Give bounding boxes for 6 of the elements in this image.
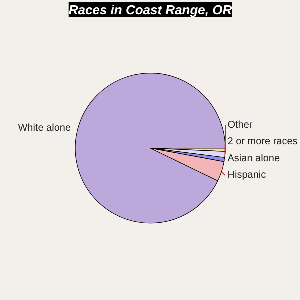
slice-label: 2 or more races	[228, 136, 298, 148]
slice-label: Asian alone	[228, 153, 280, 164]
slice-label: Hispanic	[228, 170, 266, 182]
slice-label: Other	[228, 120, 254, 131]
chart-title: Races in Coast Range, OR	[68, 2, 233, 18]
slice-label: White alone	[18, 123, 72, 134]
